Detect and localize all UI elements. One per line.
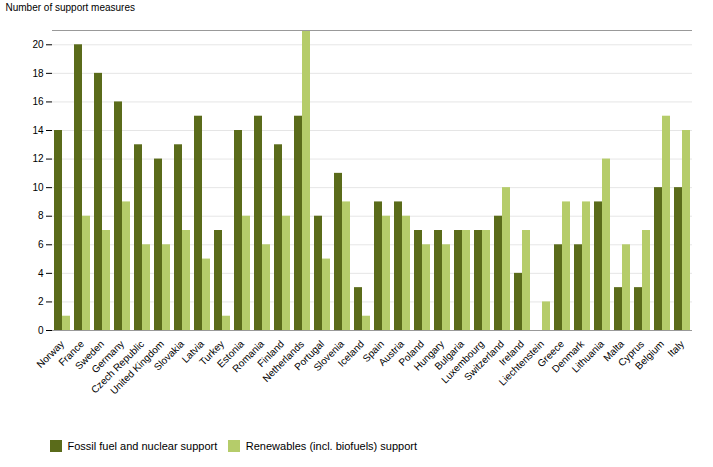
svg-text:Netherlands: Netherlands bbox=[260, 338, 307, 385]
svg-text:Malta: Malta bbox=[601, 338, 627, 364]
svg-text:Lithuania: Lithuania bbox=[569, 338, 607, 375]
svg-text:14: 14 bbox=[32, 125, 44, 136]
svg-text:Ireland: Ireland bbox=[496, 338, 527, 368]
svg-text:Finland: Finland bbox=[255, 338, 287, 370]
svg-text:18: 18 bbox=[32, 68, 44, 79]
svg-text:Norway: Norway bbox=[34, 338, 67, 370]
svg-text:Italy: Italy bbox=[665, 338, 686, 359]
svg-text:12: 12 bbox=[32, 153, 44, 164]
html-text:Renewables (incl. biofuels) su: Renewables (incl. biofuels) support bbox=[245, 439, 417, 452]
svg-text:Iceland: Iceland bbox=[336, 338, 367, 369]
svg-text:Poland: Poland bbox=[396, 338, 427, 368]
svg-text:0: 0 bbox=[38, 325, 44, 336]
svg-text:Liechtenstein: Liechtenstein bbox=[496, 338, 547, 388]
svg-text:Cyprus: Cyprus bbox=[616, 338, 647, 369]
svg-text:France: France bbox=[56, 338, 87, 368]
svg-text:Sweden: Sweden bbox=[72, 338, 107, 372]
svg-text:Luxembourg: Luxembourg bbox=[439, 338, 487, 386]
svg-text:20: 20 bbox=[32, 39, 44, 50]
svg-text:8: 8 bbox=[38, 210, 44, 221]
svg-text:16: 16 bbox=[32, 96, 44, 107]
svg-text:Estonia: Estonia bbox=[214, 338, 247, 370]
svg-text:Germany: Germany bbox=[89, 338, 127, 376]
svg-text:Czech Republic: Czech Republic bbox=[88, 338, 147, 396]
html-text:Fossil fuel and nuclear suppor: Fossil fuel and nuclear support bbox=[67, 439, 218, 452]
svg-text:Slovenia: Slovenia bbox=[311, 338, 347, 374]
svg-text:Denmark: Denmark bbox=[549, 338, 587, 375]
svg-text:Spain: Spain bbox=[360, 338, 387, 365]
svg-text:4: 4 bbox=[38, 268, 44, 279]
svg-text:Latvia: Latvia bbox=[179, 338, 207, 365]
svg-text:Greece: Greece bbox=[535, 338, 567, 370]
svg-text:10: 10 bbox=[32, 182, 44, 193]
svg-text:Romania: Romania bbox=[230, 338, 267, 375]
svg-text:Portugal: Portugal bbox=[292, 338, 327, 373]
svg-text:Switzerland: Switzerland bbox=[461, 338, 507, 383]
svg-text:Turkey: Turkey bbox=[197, 338, 227, 368]
svg-text:Bulgaria: Bulgaria bbox=[432, 338, 467, 372]
svg-text:Number of support measures: Number of support measures bbox=[6, 2, 136, 13]
svg-text:Hungary: Hungary bbox=[411, 338, 447, 373]
svg-text:2: 2 bbox=[38, 296, 44, 307]
svg-text:Belgium: Belgium bbox=[633, 338, 666, 371]
svg-text:United Kingdom: United Kingdom bbox=[108, 338, 167, 397]
svg-text:Austria: Austria bbox=[376, 338, 407, 368]
svg-text:6: 6 bbox=[38, 239, 44, 250]
svg-text:Slovakia: Slovakia bbox=[151, 338, 187, 373]
